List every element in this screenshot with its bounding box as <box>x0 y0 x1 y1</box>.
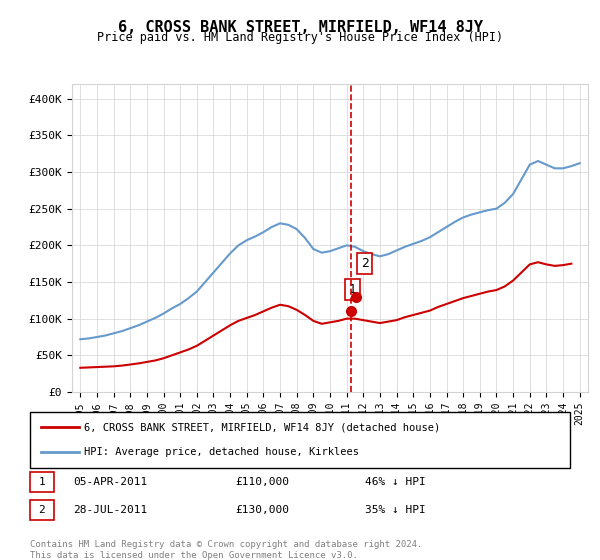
FancyBboxPatch shape <box>30 500 54 520</box>
Text: Price paid vs. HM Land Registry's House Price Index (HPI): Price paid vs. HM Land Registry's House … <box>97 31 503 44</box>
Text: 1: 1 <box>38 477 45 487</box>
FancyBboxPatch shape <box>30 412 570 468</box>
Text: HPI: Average price, detached house, Kirklees: HPI: Average price, detached house, Kirk… <box>84 447 359 457</box>
Text: 6, CROSS BANK STREET, MIRFIELD, WF14 8JY: 6, CROSS BANK STREET, MIRFIELD, WF14 8JY <box>118 20 482 35</box>
Text: 05-APR-2011: 05-APR-2011 <box>73 477 148 487</box>
Text: £110,000: £110,000 <box>235 477 289 487</box>
Text: 1: 1 <box>349 283 357 296</box>
Text: Contains HM Land Registry data © Crown copyright and database right 2024.
This d: Contains HM Land Registry data © Crown c… <box>30 540 422 560</box>
FancyBboxPatch shape <box>30 472 54 492</box>
Text: 2: 2 <box>38 505 45 515</box>
Text: 6, CROSS BANK STREET, MIRFIELD, WF14 8JY (detached house): 6, CROSS BANK STREET, MIRFIELD, WF14 8JY… <box>84 422 440 432</box>
Text: £130,000: £130,000 <box>235 505 289 515</box>
Text: 46% ↓ HPI: 46% ↓ HPI <box>365 477 425 487</box>
Text: 28-JUL-2011: 28-JUL-2011 <box>73 505 148 515</box>
Text: 2: 2 <box>361 257 368 270</box>
Text: 35% ↓ HPI: 35% ↓ HPI <box>365 505 425 515</box>
